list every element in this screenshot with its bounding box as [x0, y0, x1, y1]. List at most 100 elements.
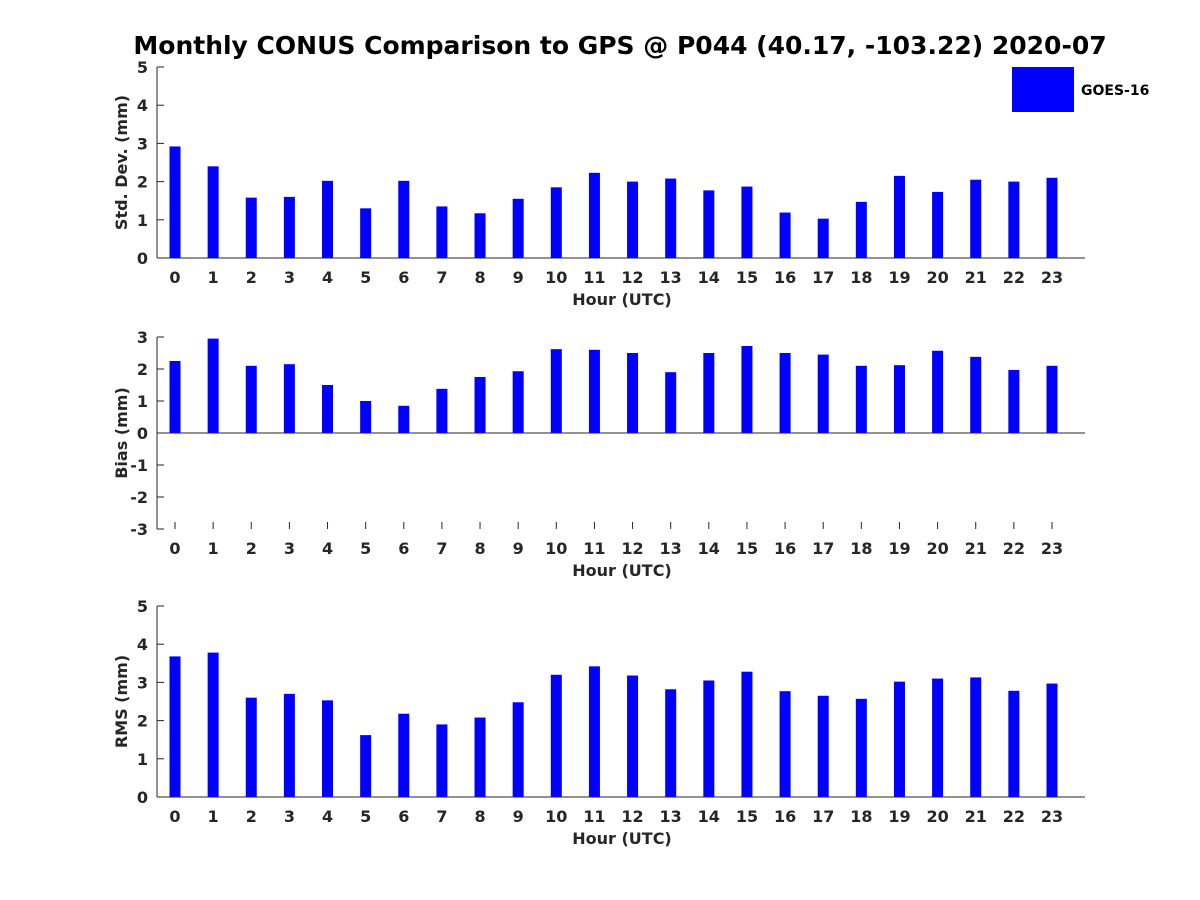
x-tick-label: 1: [208, 539, 219, 558]
x-tick-label: 5: [360, 539, 371, 558]
bar: [779, 353, 791, 433]
x-tick-label: 23: [1041, 268, 1063, 287]
y-tick-label: 5: [137, 597, 148, 616]
bar: [360, 208, 372, 258]
bar: [474, 377, 486, 433]
y-axis-label: Std. Dev. (mm): [112, 95, 131, 230]
bar: [627, 353, 639, 433]
x-tick-label: 11: [583, 539, 605, 558]
bar: [245, 697, 257, 797]
bar: [207, 166, 219, 258]
bar: [627, 675, 639, 797]
bar: [588, 172, 600, 258]
x-tick-label: 16: [774, 268, 796, 287]
y-tick-label: -2: [130, 488, 148, 507]
bar: [932, 350, 944, 433]
bar: [207, 652, 219, 797]
x-tick-label: 0: [169, 268, 180, 287]
x-tick-label: 6: [398, 807, 409, 826]
y-tick-label: 3: [137, 134, 148, 153]
bar: [893, 175, 905, 258]
x-tick-label: 14: [698, 807, 720, 826]
bar: [169, 361, 181, 433]
bar: [512, 198, 524, 258]
y-tick-label: 2: [137, 173, 148, 192]
x-tick-label: 19: [888, 807, 910, 826]
bar: [665, 178, 677, 258]
x-tick-label: 20: [926, 807, 948, 826]
x-tick-label: 21: [965, 268, 987, 287]
bar: [360, 735, 372, 797]
y-tick-label: 0: [137, 249, 148, 268]
x-tick-label: 4: [322, 539, 333, 558]
x-tick-label: 8: [474, 807, 485, 826]
bar: [1008, 690, 1020, 797]
x-tick-label: 13: [660, 268, 682, 287]
bar: [817, 354, 829, 433]
y-tick-label: 1: [137, 211, 148, 230]
bar: [970, 179, 982, 258]
legend-swatch: [1012, 67, 1074, 112]
x-tick-label: 0: [169, 539, 180, 558]
bar: [245, 197, 257, 258]
y-tick-label: 2: [137, 360, 148, 379]
bar: [1046, 365, 1058, 433]
y-tick-label: -3: [130, 520, 148, 539]
x-tick-label: 1: [208, 268, 219, 287]
x-tick-label: 7: [436, 268, 447, 287]
bar: [322, 385, 334, 433]
bar: [512, 702, 524, 797]
bar: [588, 666, 600, 797]
x-tick-label: 2: [246, 807, 257, 826]
bar: [779, 212, 791, 258]
bar: [855, 698, 867, 797]
x-axis-label: Hour (UTC): [572, 290, 672, 309]
x-tick-label: 14: [698, 539, 720, 558]
x-tick-label: 17: [812, 268, 834, 287]
bar: [169, 656, 181, 797]
x-tick-label: 8: [474, 268, 485, 287]
bar: [741, 671, 753, 797]
x-tick-label: 14: [698, 268, 720, 287]
y-axis-label: RMS (mm): [112, 655, 131, 748]
bar: [512, 371, 524, 433]
y-tick-label: 3: [137, 673, 148, 692]
bar: [1046, 177, 1058, 258]
x-tick-label: 15: [736, 807, 758, 826]
x-tick-label: 10: [545, 807, 567, 826]
bar: [817, 218, 829, 258]
legend: GOES-16: [1012, 67, 1149, 112]
x-tick-label: 22: [1003, 268, 1025, 287]
x-tick-label: 5: [360, 268, 371, 287]
y-tick-label: 5: [137, 58, 148, 77]
bar: [970, 356, 982, 433]
bar: [1008, 181, 1020, 258]
x-tick-label: 1: [208, 807, 219, 826]
x-tick-label: 3: [284, 807, 295, 826]
x-tick-label: 6: [398, 268, 409, 287]
bar: [1046, 683, 1058, 797]
x-tick-label: 8: [474, 539, 485, 558]
x-tick-label: 5: [360, 807, 371, 826]
x-tick-label: 12: [621, 539, 643, 558]
bar: [550, 187, 562, 258]
x-tick-label: 21: [965, 539, 987, 558]
y-tick-label: 3: [137, 328, 148, 347]
x-tick-label: 2: [246, 539, 257, 558]
bar: [474, 717, 486, 797]
bar: [398, 405, 410, 433]
x-tick-label: 7: [436, 539, 447, 558]
bar: [207, 338, 219, 433]
bar: [665, 689, 677, 797]
x-tick-label: 11: [583, 268, 605, 287]
y-axis-label: Bias (mm): [112, 387, 131, 479]
x-tick-label: 7: [436, 807, 447, 826]
x-tick-label: 11: [583, 807, 605, 826]
x-tick-label: 10: [545, 539, 567, 558]
x-tick-label: 21: [965, 807, 987, 826]
bar: [855, 365, 867, 433]
bar: [855, 201, 867, 258]
